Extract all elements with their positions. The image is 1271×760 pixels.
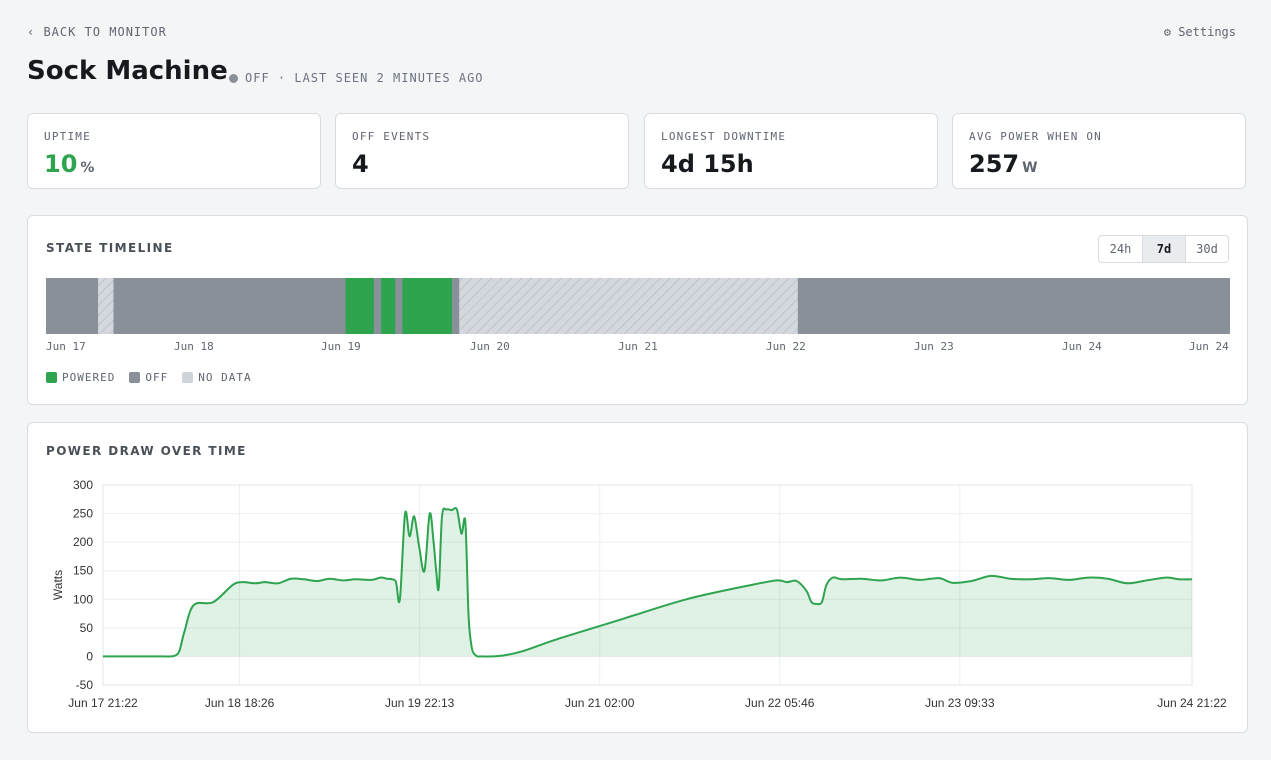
timeline-segment-off[interactable] (113, 278, 346, 334)
timeline-tick: Jun 19 (321, 340, 361, 353)
stat-value: 257 W (969, 150, 1038, 178)
power-draw-chart[interactable]: -50 0 50 100 150 200 250 300 Jun 17 21:22 Jun 18 … (28, 423, 1247, 732)
timeline-legend: POWERED OFF NO DATA (46, 371, 252, 384)
x-tick-label: Jun 24 21:22 (1157, 696, 1227, 710)
settings-button[interactable]: ⚙ Settings (1163, 25, 1236, 39)
power-draw-panel: POWER DRAW OVER TIME -50 0 50 100 150 200 250 3… (27, 422, 1248, 733)
timeline-segment-off[interactable] (373, 278, 382, 334)
range-30d-button[interactable]: 30d (1185, 236, 1228, 262)
timeline-segment-powered[interactable] (402, 278, 453, 334)
page-title: Sock Machine (27, 56, 228, 86)
stat-card-longest-downtime: LONGEST DOWNTIME 4d 15h (644, 113, 938, 189)
power-area-fill (103, 507, 1192, 657)
y-tick-label: 200 (73, 535, 93, 549)
timeline-tick: Jun 20 (470, 340, 510, 353)
timeline-segment-off[interactable] (395, 278, 403, 334)
legend-item-powered: POWERED (46, 371, 115, 384)
timeline-segment-nodata[interactable] (459, 278, 799, 334)
status-text: OFF · LAST SEEN 2 MINUTES AGO (245, 71, 484, 85)
state-timeline-title: STATE TIMELINE (46, 241, 174, 255)
timeline-tick: Jun 21 (618, 340, 658, 353)
x-tick-label: Jun 22 05:46 (745, 696, 815, 710)
stat-label: OFF EVENTS (352, 130, 431, 143)
range-selector[interactable]: 24h 7d 30d (1098, 235, 1229, 263)
stat-value: 4 (352, 150, 369, 178)
plot-border (102, 484, 1193, 686)
timeline-tick: Jun 17 (46, 340, 86, 353)
timeline-segment-nodata[interactable] (98, 278, 114, 334)
stat-card-off-events: OFF EVENTS 4 (335, 113, 629, 189)
timeline-segment-powered[interactable] (345, 278, 375, 334)
status-dot-icon (229, 73, 238, 83)
y-tick-label: 50 (80, 621, 94, 635)
legend-swatch (129, 372, 141, 383)
legend-swatch (182, 372, 194, 383)
y-axis-label: Watts (51, 570, 65, 600)
state-timeline-panel: STATE TIMELINE 24h 7d 30d Jun 17 Jun 18 … (27, 215, 1248, 405)
timeline-segment-off[interactable] (46, 278, 99, 334)
legend-swatch (46, 372, 57, 383)
power-series-line[interactable] (103, 507, 1193, 658)
timeline-tick: Jun 24 (1189, 340, 1229, 353)
legend-item-off: OFF (129, 371, 168, 384)
timeline-segment-off[interactable] (452, 278, 460, 334)
timeline-segment-powered[interactable] (381, 278, 396, 334)
y-tick-label: 0 (86, 649, 93, 663)
stat-label: LONGEST DOWNTIME (661, 130, 787, 143)
x-tick-label: Jun 17 21:22 (68, 696, 138, 710)
timeline-tick: Jun 24 (1062, 340, 1102, 353)
y-tick-label: -50 (76, 678, 94, 692)
stat-card-uptime: UPTIME 10% (27, 113, 321, 189)
stat-label: AVG POWER WHEN ON (969, 130, 1102, 143)
range-24h-button[interactable]: 24h (1109, 242, 1132, 256)
y-tick-label: 100 (73, 592, 93, 606)
timeline-segment-off[interactable] (797, 278, 1230, 334)
stat-label: UPTIME (44, 130, 91, 143)
back-to-monitor-link[interactable]: ‹ BACK TO MONITOR (27, 25, 167, 39)
stat-card-avg-power: AVG POWER WHEN ON 257 W (952, 113, 1246, 189)
stat-value: 4d 15h (661, 150, 754, 178)
x-tick-label: Jun 21 02:00 (565, 696, 635, 710)
timeline-tick: Jun 23 (914, 340, 954, 353)
y-tick-label: 300 (73, 478, 93, 492)
x-tick-label: Jun 19 22:13 (385, 696, 455, 710)
x-tick-label: Jun 18 18:26 (205, 696, 275, 710)
range-7d-button[interactable]: 7d (1142, 236, 1185, 262)
state-timeline-bar[interactable] (46, 278, 1230, 334)
y-tick-label: 250 (73, 507, 93, 521)
timeline-tick: Jun 22 (766, 340, 806, 353)
y-tick-label: 150 (73, 564, 93, 578)
timeline-tick: Jun 18 (174, 340, 214, 353)
x-tick-label: Jun 23 09:33 (925, 696, 995, 710)
stat-value: 10% (44, 150, 95, 178)
status-badge: OFF · LAST SEEN 2 MINUTES AGO (229, 71, 484, 85)
power-draw-title: POWER DRAW OVER TIME (46, 444, 247, 458)
legend-item-no-data: NO DATA (182, 371, 251, 384)
